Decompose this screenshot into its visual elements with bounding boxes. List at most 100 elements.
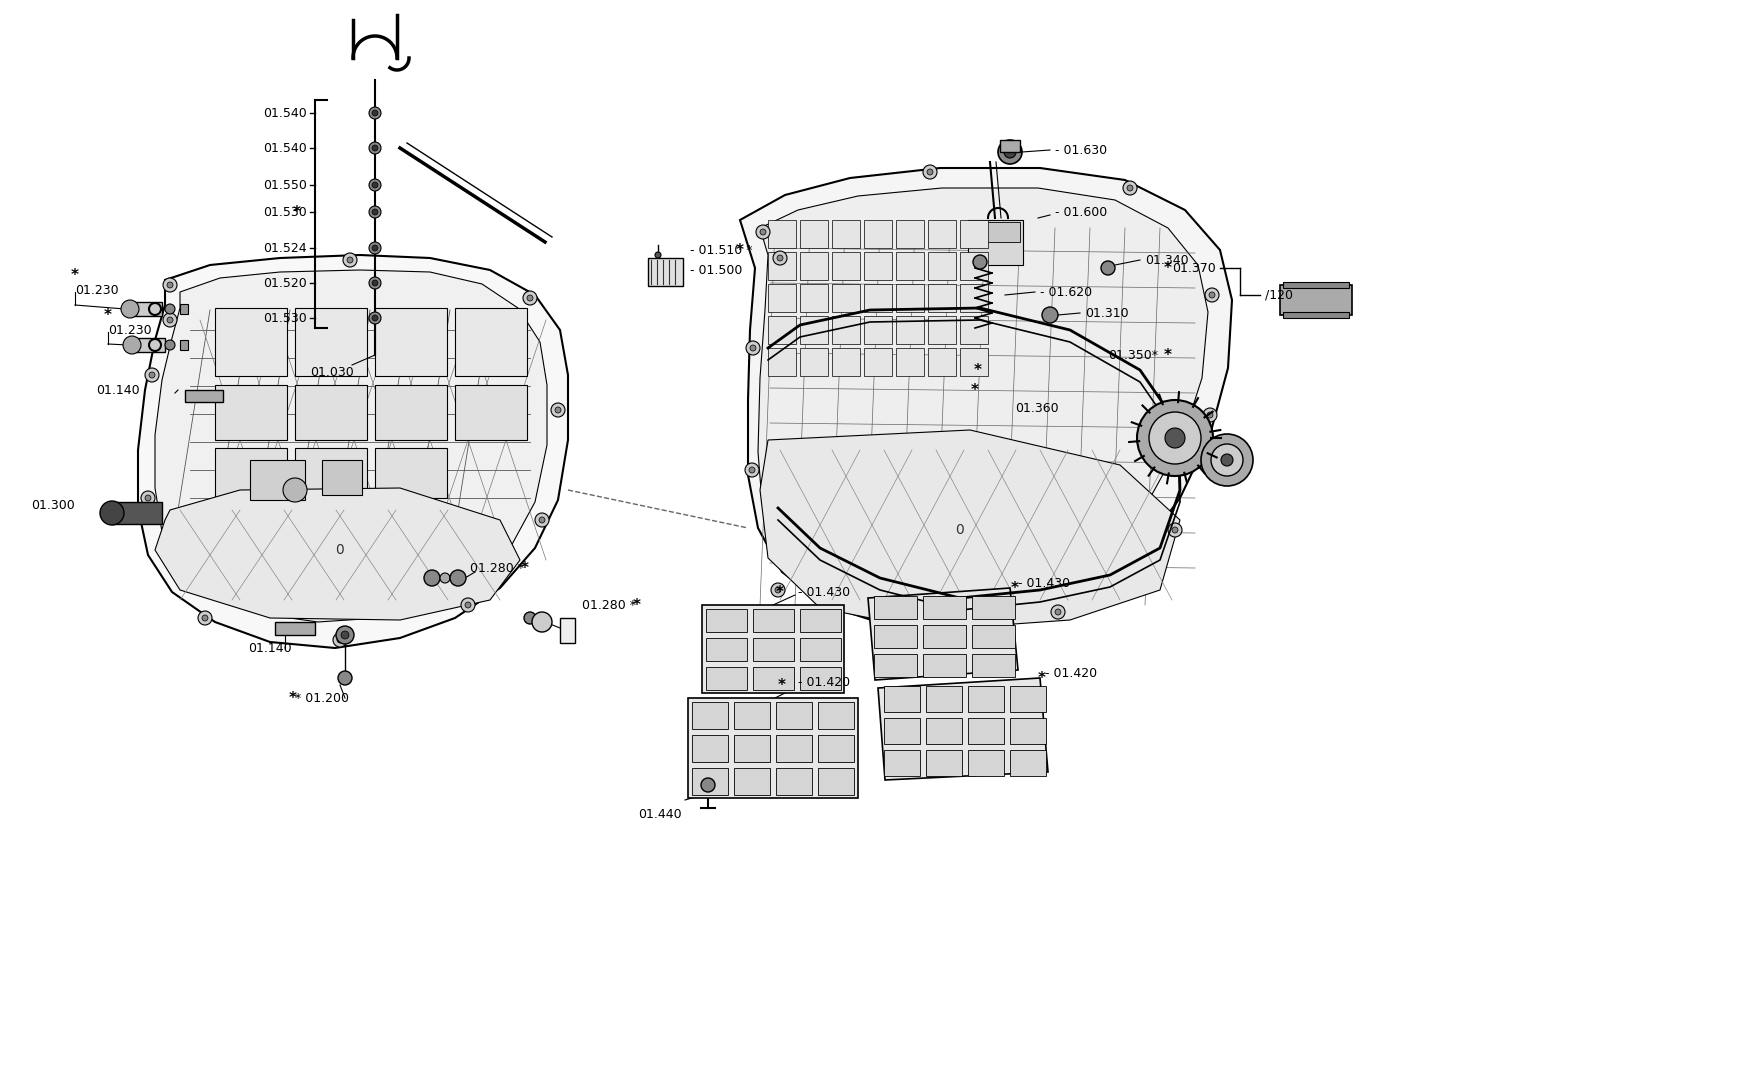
- Bar: [960, 253, 988, 280]
- Bar: [960, 284, 988, 312]
- Bar: [831, 253, 859, 280]
- Bar: [967, 718, 1003, 744]
- Text: *: *: [1038, 671, 1045, 686]
- Bar: [817, 735, 854, 762]
- Bar: [1009, 686, 1045, 712]
- Circle shape: [1042, 307, 1057, 323]
- Bar: [967, 220, 1023, 265]
- Bar: [800, 638, 840, 661]
- Circle shape: [972, 255, 986, 269]
- Circle shape: [772, 251, 786, 265]
- Text: 01.140: 01.140: [249, 642, 292, 655]
- Bar: [296, 308, 367, 376]
- Circle shape: [369, 242, 381, 254]
- Circle shape: [998, 140, 1021, 164]
- Bar: [831, 284, 859, 312]
- Bar: [800, 667, 840, 690]
- Bar: [767, 316, 795, 343]
- Circle shape: [141, 491, 155, 505]
- Circle shape: [283, 478, 306, 502]
- Circle shape: [165, 340, 176, 350]
- Bar: [179, 304, 188, 314]
- Circle shape: [372, 209, 377, 215]
- Text: *: *: [520, 561, 529, 576]
- Circle shape: [927, 169, 932, 175]
- Text: 01.524: 01.524: [263, 242, 306, 255]
- Circle shape: [777, 255, 783, 261]
- Circle shape: [1127, 185, 1132, 192]
- Circle shape: [1221, 454, 1233, 467]
- Bar: [376, 385, 447, 440]
- Bar: [706, 638, 746, 661]
- Bar: [776, 735, 812, 762]
- Circle shape: [1165, 428, 1184, 448]
- Bar: [296, 385, 367, 440]
- Bar: [873, 625, 916, 648]
- Text: 01.440: 01.440: [638, 809, 682, 822]
- Circle shape: [1122, 181, 1136, 195]
- Circle shape: [750, 345, 755, 351]
- Bar: [896, 253, 923, 280]
- Bar: [454, 308, 527, 376]
- Text: *: *: [71, 268, 78, 282]
- Bar: [896, 284, 923, 312]
- Circle shape: [163, 314, 177, 327]
- Circle shape: [346, 257, 353, 263]
- Bar: [216, 308, 287, 376]
- Text: 01.230: 01.230: [75, 284, 118, 296]
- Circle shape: [774, 587, 781, 593]
- Text: 0: 0: [336, 542, 344, 557]
- Bar: [925, 718, 962, 744]
- Text: 01.540: 01.540: [263, 107, 306, 120]
- Text: *: *: [777, 677, 786, 692]
- Text: 01.350*: 01.350*: [1108, 349, 1158, 362]
- Bar: [800, 609, 840, 632]
- Circle shape: [167, 317, 172, 323]
- Bar: [1280, 285, 1351, 315]
- Bar: [960, 220, 988, 248]
- Circle shape: [1148, 412, 1200, 464]
- Circle shape: [464, 602, 471, 608]
- Bar: [767, 348, 795, 376]
- Circle shape: [372, 245, 377, 251]
- Circle shape: [892, 620, 906, 633]
- Circle shape: [372, 182, 377, 188]
- Bar: [967, 750, 1003, 776]
- Text: *: *: [974, 363, 981, 378]
- Bar: [800, 316, 828, 343]
- Circle shape: [369, 207, 381, 218]
- Bar: [817, 768, 854, 795]
- Bar: [734, 768, 770, 795]
- Bar: [864, 284, 892, 312]
- Circle shape: [532, 612, 551, 632]
- Bar: [753, 638, 793, 661]
- Polygon shape: [758, 188, 1207, 608]
- Bar: [896, 220, 923, 248]
- Text: 01.340: 01.340: [1144, 254, 1188, 266]
- Circle shape: [343, 253, 356, 268]
- Text: 01.370: 01.370: [1172, 261, 1216, 275]
- Circle shape: [123, 336, 141, 354]
- Bar: [1009, 718, 1045, 744]
- Bar: [687, 698, 857, 798]
- Circle shape: [1205, 288, 1219, 302]
- Circle shape: [654, 253, 661, 258]
- Circle shape: [1172, 528, 1177, 533]
- Bar: [800, 348, 828, 376]
- Bar: [969, 221, 1019, 242]
- Circle shape: [372, 146, 377, 151]
- Text: - 01.430: - 01.430: [1017, 577, 1069, 590]
- Text: *: *: [970, 382, 979, 397]
- Bar: [753, 667, 793, 690]
- Bar: [111, 502, 162, 524]
- Bar: [130, 302, 162, 316]
- Circle shape: [555, 407, 560, 413]
- Circle shape: [1210, 444, 1242, 476]
- Circle shape: [527, 295, 532, 301]
- Text: 01.030: 01.030: [310, 366, 353, 379]
- Bar: [972, 625, 1014, 648]
- Bar: [873, 596, 916, 620]
- Polygon shape: [155, 270, 546, 622]
- Bar: [831, 348, 859, 376]
- Circle shape: [167, 282, 172, 288]
